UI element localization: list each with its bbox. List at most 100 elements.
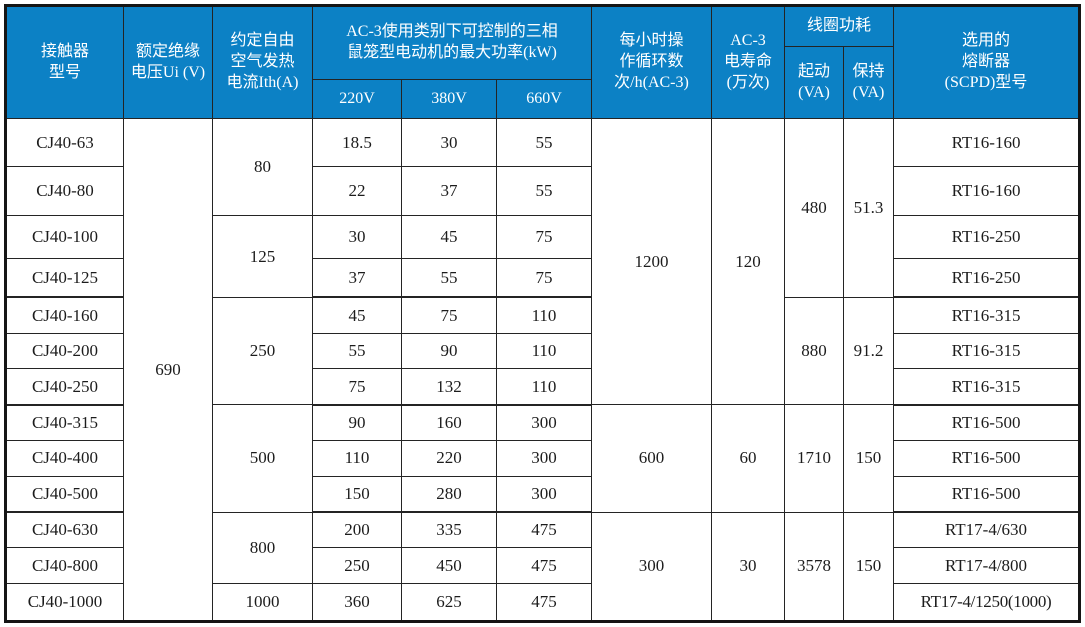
cell-fuse: RT16-160 — [893, 166, 1080, 217]
cell-kw-380: 220 — [401, 440, 497, 477]
cell-fuse: RT17-4/800 — [893, 547, 1080, 585]
cell-kw-380: 450 — [401, 547, 497, 585]
cell-kw-380: 132 — [401, 368, 497, 406]
cell-fuse: RT16-315 — [893, 332, 1080, 370]
cell-kw-220: 30 — [312, 215, 402, 260]
cell-kw-220: 150 — [312, 475, 402, 514]
cell-fuse: RT17-4/1250(1000) — [893, 583, 1080, 622]
cell-coil-start: 1710 — [784, 404, 845, 513]
cell-ith: 500 — [212, 404, 313, 513]
cell-kw-660: 55 — [495, 166, 593, 217]
cell-kw-660: 55 — [495, 117, 593, 168]
cell-electrical-life: 60 — [711, 404, 786, 513]
cell-coil-hold: 51.3 — [843, 118, 895, 298]
header-ac3-max-power-group: AC-3使用类别下可控制的三相 鼠笼型电动机的最大功率(kW) — [311, 5, 593, 80]
cell-ops-per-hour: 1200 — [591, 117, 713, 406]
cell-kw-380: 30 — [401, 117, 497, 168]
cell-model: CJ40-800 — [5, 547, 124, 585]
header-380v: 380V — [401, 79, 497, 119]
header-rated-insulation-voltage: 额定绝缘 电压Ui (V) — [123, 5, 213, 119]
cell-fuse: RT16-500 — [893, 440, 1080, 477]
cell-fuse: RT16-250 — [893, 215, 1080, 260]
cell-model: CJ40-100 — [5, 215, 124, 260]
cell-fuse: RT16-315 — [893, 368, 1080, 406]
cell-ith: 250 — [212, 296, 313, 406]
cell-kw-380: 625 — [401, 583, 497, 622]
cell-kw-220: 45 — [312, 296, 402, 334]
cell-model: CJ40-63 — [5, 117, 124, 168]
cell-coil-hold: 150 — [843, 404, 895, 513]
cell-model: CJ40-160 — [5, 296, 124, 334]
cell-kw-660: 300 — [495, 440, 593, 477]
cell-model: CJ40-400 — [5, 440, 124, 477]
header-conventional-thermal-current: 约定自由 空气发热 电流Ith(A) — [212, 5, 313, 119]
cell-kw-380: 280 — [401, 475, 497, 514]
cell-kw-220: 55 — [312, 332, 402, 370]
table-row: CJ40-200 55 90 110 RT16-315 — [5, 332, 1080, 370]
cell-ops-per-hour: 600 — [591, 404, 713, 513]
cell-electrical-life: 120 — [711, 117, 786, 406]
cell-kw-380: 335 — [401, 511, 497, 549]
cell-kw-220: 75 — [312, 368, 402, 406]
table-header: 接触器 型号 额定绝缘 电压Ui (V) 约定自由 空气发热 电流Ith(A) … — [5, 5, 1080, 119]
table-row: CJ40-125 37 55 75 RT16-250 — [5, 258, 1080, 299]
cell-ith: 1000 — [212, 583, 313, 622]
table-row: CJ40-250 75 132 110 RT16-315 — [5, 368, 1080, 406]
header-coil-start: 起动 (VA) — [784, 46, 845, 119]
cell-kw-220: 37 — [312, 258, 402, 299]
cell-fuse: RT16-500 — [893, 475, 1080, 514]
contactor-spec-table: 接触器 型号 额定绝缘 电压Ui (V) 约定自由 空气发热 电流Ith(A) … — [4, 4, 1081, 623]
cell-kw-220: 200 — [312, 511, 402, 549]
header-ac3-electrical-life: AC-3 电寿命 (万次) — [711, 5, 786, 119]
cell-kw-220: 18.5 — [312, 117, 402, 168]
cell-kw-380: 75 — [401, 296, 497, 334]
table-row: CJ40-63 690 80 18.5 30 55 1200 120 480 5… — [5, 117, 1080, 622]
header-coil-hold: 保持 (VA) — [843, 46, 895, 119]
table-row: CJ40-160 250 45 75 110 880 91.2 RT16-315 — [5, 296, 1080, 406]
cell-fuse: RT16-160 — [893, 117, 1080, 168]
header-row-2: 起动 (VA) 保持 (VA) — [6, 46, 1080, 119]
cell-ui-voltage: 690 — [123, 118, 213, 622]
cell-ith: 80 — [212, 117, 313, 217]
cell-electrical-life: 30 — [711, 511, 786, 623]
header-row-1: 接触器 型号 额定绝缘 电压Ui (V) 约定自由 空气发热 电流Ith(A) … — [5, 5, 1080, 119]
cell-kw-660: 475 — [495, 511, 593, 549]
cell-kw-660: 75 — [495, 215, 593, 260]
table-row: CJ40-100 125 30 45 75 RT16-250 — [5, 215, 1080, 298]
header-coil-power-group: 线圈功耗 — [784, 5, 895, 47]
header-fuse-scpd: 选用的 熔断器 (SCPD)型号 — [893, 5, 1080, 119]
cell-fuse: RT16-315 — [893, 296, 1080, 334]
cell-model: CJ40-500 — [5, 475, 124, 514]
cell-kw-660: 75 — [495, 258, 593, 299]
cell-fuse: RT16-500 — [893, 404, 1080, 442]
cell-coil-start: 3578 — [784, 511, 845, 623]
table-row: CJ40-80 22 37 55 RT16-160 — [5, 166, 1080, 217]
cell-kw-220: 360 — [312, 583, 402, 622]
cell-kw-220: 22 — [312, 166, 402, 217]
cell-kw-220: 250 — [312, 547, 402, 585]
cell-kw-380: 37 — [401, 166, 497, 217]
cell-model: CJ40-1000 — [5, 583, 124, 622]
table-row: CJ40-1000 1000 360 625 475 RT17-4/1250(1… — [5, 583, 1080, 622]
cell-model: CJ40-200 — [5, 332, 124, 370]
cell-kw-220: 110 — [312, 440, 402, 477]
cell-fuse: RT16-250 — [893, 258, 1080, 299]
cell-kw-380: 45 — [401, 215, 497, 260]
cell-fuse: RT17-4/630 — [893, 511, 1080, 549]
cell-kw-660: 110 — [495, 296, 593, 334]
cell-model: CJ40-315 — [5, 404, 124, 442]
cell-kw-220: 90 — [312, 404, 402, 442]
cell-kw-660: 110 — [495, 332, 593, 370]
cell-kw-660: 475 — [495, 583, 593, 622]
cell-coil-start: 880 — [784, 296, 845, 406]
cell-model: CJ40-125 — [5, 258, 124, 299]
header-contactor-model: 接触器 型号 — [5, 5, 124, 119]
cell-model: CJ40-250 — [5, 368, 124, 406]
cell-kw-380: 160 — [401, 404, 497, 442]
cell-kw-660: 475 — [495, 547, 593, 585]
header-220v: 220V — [312, 79, 402, 119]
cell-model: CJ40-630 — [5, 511, 124, 549]
table-row: CJ40-500 150 280 300 RT16-500 — [5, 475, 1080, 514]
cell-kw-660: 110 — [495, 368, 593, 406]
